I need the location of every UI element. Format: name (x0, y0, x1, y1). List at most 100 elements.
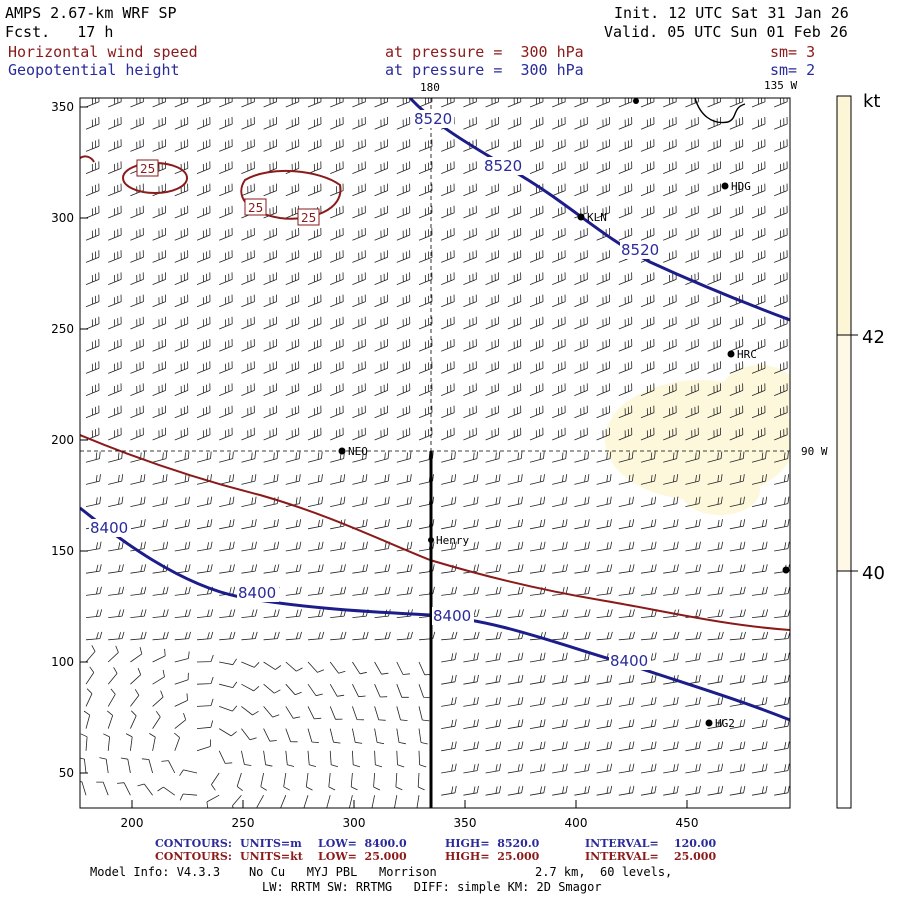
wind-barb (329, 661, 346, 674)
wind-barb (751, 361, 766, 374)
wind-barb (83, 710, 91, 729)
wind-barb (285, 383, 300, 396)
wind-barb (108, 564, 124, 574)
wind-barb (174, 116, 189, 130)
wind-barb (330, 139, 344, 152)
wind-barb (729, 541, 746, 552)
wind-barb (485, 316, 499, 330)
wind-barb (196, 564, 213, 574)
wind-barb (85, 250, 100, 263)
wind-barb (552, 564, 568, 574)
wind-barb (751, 741, 768, 752)
wind-barb (685, 652, 701, 663)
wind-barb (307, 183, 322, 197)
wind-barb (685, 361, 699, 374)
wind-barb (174, 183, 189, 197)
wind-barb (485, 227, 499, 241)
wind-barb (352, 361, 366, 374)
wind-barb (352, 161, 366, 174)
wind-barb (125, 733, 133, 751)
contours-height-label: CONTOURS: (155, 837, 232, 850)
wind-barb (507, 250, 522, 263)
wind-barb (552, 227, 566, 241)
wind-barb (441, 139, 455, 152)
wind-barb (707, 338, 721, 352)
wind-barb (352, 116, 366, 130)
wind-barb (640, 183, 655, 197)
wind-barb (141, 758, 153, 774)
wind-barb (307, 250, 322, 263)
wind-barb (418, 139, 433, 152)
wind-barb (574, 652, 590, 663)
wind-barb (596, 609, 613, 618)
wind-barb (729, 652, 746, 663)
wind-barb (574, 98, 588, 108)
wind-barb (108, 631, 125, 641)
wind-barb (529, 652, 546, 663)
wind-barb (485, 98, 499, 108)
wind-barb (352, 496, 368, 507)
wind-barb (374, 684, 388, 698)
wind-barb (663, 116, 677, 130)
wind-barb (307, 706, 322, 720)
wind-barb (85, 688, 93, 707)
wind-barb (729, 205, 744, 219)
wind-barb (307, 161, 322, 174)
wind-barb (328, 772, 336, 791)
wind-barb (640, 205, 655, 219)
wind-barb (751, 205, 766, 219)
wind-barb (463, 763, 479, 774)
wind-barb (751, 338, 766, 352)
wind-barb (507, 564, 524, 574)
wind-barb (618, 227, 633, 241)
wind-barb (751, 427, 766, 441)
wind-barb (774, 294, 788, 308)
wind-barb (130, 227, 144, 241)
wind-barb (285, 272, 300, 285)
wind-barb (130, 496, 146, 507)
wind-barb (507, 719, 524, 729)
wind-barb (152, 361, 166, 374)
wind-barb (751, 161, 766, 174)
wind-barb (307, 116, 322, 130)
wind-barb (640, 519, 657, 530)
wind-barb (219, 139, 233, 152)
wind-barb (707, 316, 721, 330)
wind-barb (196, 654, 214, 663)
wind-barb (374, 451, 390, 463)
wind-barb (285, 519, 302, 530)
wind-barb (596, 763, 613, 774)
contour-label-8400: 8400 (610, 652, 648, 670)
wind-barb (441, 272, 455, 285)
wind-barb (552, 316, 566, 330)
wind-barb (196, 609, 214, 618)
wind-barb (152, 383, 166, 396)
wind-label-25: 25 (140, 162, 155, 176)
wind-barb (219, 405, 233, 419)
wind-barb (352, 294, 366, 308)
color-bar: kt 42 40 (836, 91, 885, 809)
wind-barb (774, 474, 790, 485)
wind-barb (751, 98, 766, 108)
wind-barb (618, 541, 635, 552)
wind-barb (196, 519, 213, 530)
wind-barb (263, 728, 277, 742)
wind-barb (707, 564, 724, 574)
station-neo: NEO (348, 445, 368, 458)
wind-barb (108, 338, 122, 352)
wind-barb (640, 451, 656, 463)
wind-barb (263, 139, 277, 152)
wind-barb (685, 161, 699, 174)
wind-barb (326, 795, 331, 808)
wind-barb (241, 383, 255, 396)
wind-barb (152, 496, 168, 507)
wind-barb (174, 474, 190, 485)
wind-barb (418, 383, 433, 396)
wind-barb (108, 405, 122, 419)
wind-barb (463, 785, 479, 796)
wind-barb (352, 405, 366, 419)
wind-barb (85, 294, 100, 308)
wind-barb (107, 688, 116, 707)
wind-barb (485, 719, 502, 729)
wind-barb (596, 427, 610, 441)
